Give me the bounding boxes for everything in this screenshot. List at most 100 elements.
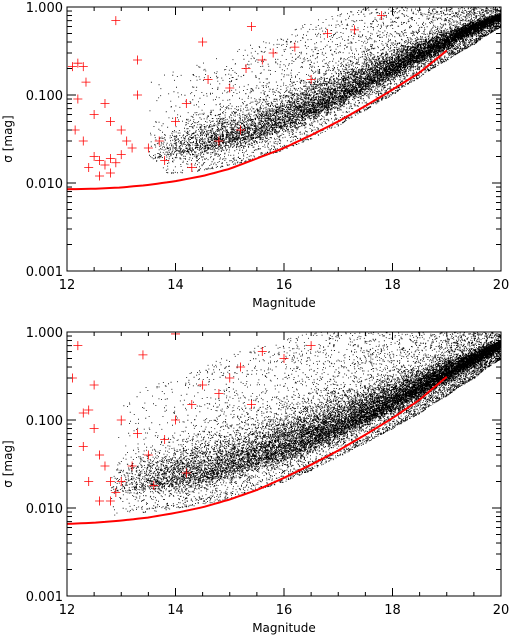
x-tick-label: 16 (276, 603, 293, 618)
red-plus-marker (214, 136, 224, 146)
red-plus-marker (73, 58, 83, 68)
red-plus-marker (246, 22, 256, 32)
data-points-black (110, 332, 501, 516)
red-plus-marker (198, 37, 208, 47)
y-axis: 0.001 0.010 0.100 1.000 (26, 1, 501, 280)
red-plus-marker (127, 461, 137, 471)
red-plus-marker (290, 42, 300, 52)
red-plus-marker (187, 163, 197, 173)
red-plus-marker (111, 16, 121, 26)
red-plus-marker (116, 415, 126, 425)
red-plus-marker (133, 55, 143, 65)
red-plus-marker (73, 341, 83, 351)
red-plus-marker (143, 450, 153, 460)
red-plus-marker (133, 90, 143, 100)
red-plus-marker (187, 400, 197, 410)
red-plus-marker (171, 415, 180, 425)
red-plus-marker (89, 110, 99, 120)
red-plus-marker (246, 400, 256, 410)
red-plus-marker (116, 150, 126, 160)
y-tick-label: 0.001 (26, 265, 63, 280)
red-plus-marker (116, 125, 126, 135)
red-plus-marker (279, 353, 289, 363)
red-plus-marker (105, 496, 115, 506)
red-plus-marker (67, 62, 77, 72)
red-plus-marker (154, 136, 164, 146)
red-plus-marker (133, 429, 143, 439)
x-tick-label: 14 (167, 278, 184, 293)
red-plus-marker (149, 481, 159, 491)
red-plus-marker (95, 156, 105, 166)
red-plus-marker (203, 75, 213, 85)
red-plus-marker (89, 152, 99, 162)
y-axis-title: σ [mag] (1, 440, 15, 487)
red-plus-marker (111, 488, 121, 498)
red-plus-marker (214, 389, 224, 399)
red-plus-marker (95, 450, 105, 460)
red-plus-marker (105, 116, 115, 126)
x-tick-label: 20 (493, 603, 510, 618)
red-plus-marker (78, 408, 88, 418)
red-plus-marker (138, 350, 148, 360)
red-plus-marker (236, 125, 246, 135)
red-plus-marker (78, 62, 88, 72)
red-plus-marker (143, 143, 153, 153)
y-tick-label: 0.100 (26, 89, 63, 104)
x-tick-label: 16 (276, 278, 293, 293)
red-plus-marker (171, 116, 180, 126)
x-tick-label: 14 (167, 603, 184, 618)
red-plus-marker (225, 373, 235, 383)
y-tick-label: 0.010 (26, 177, 63, 192)
red-plus-marker (81, 77, 91, 87)
red-plus-marker (84, 405, 94, 415)
x-axis: 12 14 16 18 20 (59, 7, 510, 293)
red-plus-marker (322, 28, 332, 38)
x-tick-label: 12 (59, 603, 76, 618)
fit-curve (67, 376, 448, 525)
red-plus-marker (122, 136, 132, 146)
y-axis-title: σ [mag] (1, 115, 15, 162)
red-plus-marker (70, 125, 80, 135)
red-plus-marker (127, 143, 137, 153)
red-plus-marker (306, 341, 316, 351)
red-plus-marker (78, 136, 88, 146)
red-plus-marker (236, 362, 246, 372)
red-plus-marker (350, 25, 360, 35)
data-points-black (149, 7, 501, 174)
x-tick-label: 20 (493, 278, 510, 293)
red-plus-marker (225, 83, 235, 93)
red-plus-marker (89, 380, 99, 390)
red-plus-marker (181, 468, 191, 478)
y-tick-label: 0.010 (26, 502, 63, 517)
y-tick-label: 0.001 (26, 590, 63, 605)
red-plus-marker (111, 158, 121, 168)
red-plus-marker (100, 99, 110, 109)
red-plus-marker (100, 461, 110, 471)
red-plus-marker (105, 168, 115, 178)
red-plus-marker (95, 171, 105, 181)
red-plus-marker (257, 347, 267, 357)
red-plus-marker (198, 380, 208, 390)
x-tick-label: 18 (384, 278, 401, 293)
x-axis: 12 14 16 18 20 (59, 332, 510, 618)
y-tick-label: 1.000 (26, 326, 63, 341)
red-plus-marker (241, 64, 251, 74)
y-tick-label: 1.000 (26, 1, 63, 16)
red-plus-marker (100, 160, 110, 170)
chart-panel-1: 12 14 16 18 20 Magnitude 0.001 0.010 0.100 1.000 σ… (1, 1, 509, 310)
red-plus-marker (181, 99, 191, 109)
y-tick-label: 0.100 (26, 414, 63, 429)
chart-panel-2: 12 14 16 18 20 Magnitude 0.001 0.010 0.100 1.000 σ… (1, 326, 509, 635)
x-tick-label: 12 (59, 278, 76, 293)
red-plus-marker (160, 156, 170, 166)
red-plus-marker (268, 48, 278, 58)
red-plus-marker (78, 441, 88, 451)
fit-curve (67, 49, 448, 191)
x-axis-title: Magnitude (252, 621, 316, 635)
red-plus-marker (105, 153, 115, 163)
y-axis: 0.001 0.010 0.100 1.000 (26, 326, 501, 605)
plot-area (67, 7, 501, 191)
x-tick-label: 18 (384, 603, 401, 618)
plot-area (67, 332, 501, 525)
